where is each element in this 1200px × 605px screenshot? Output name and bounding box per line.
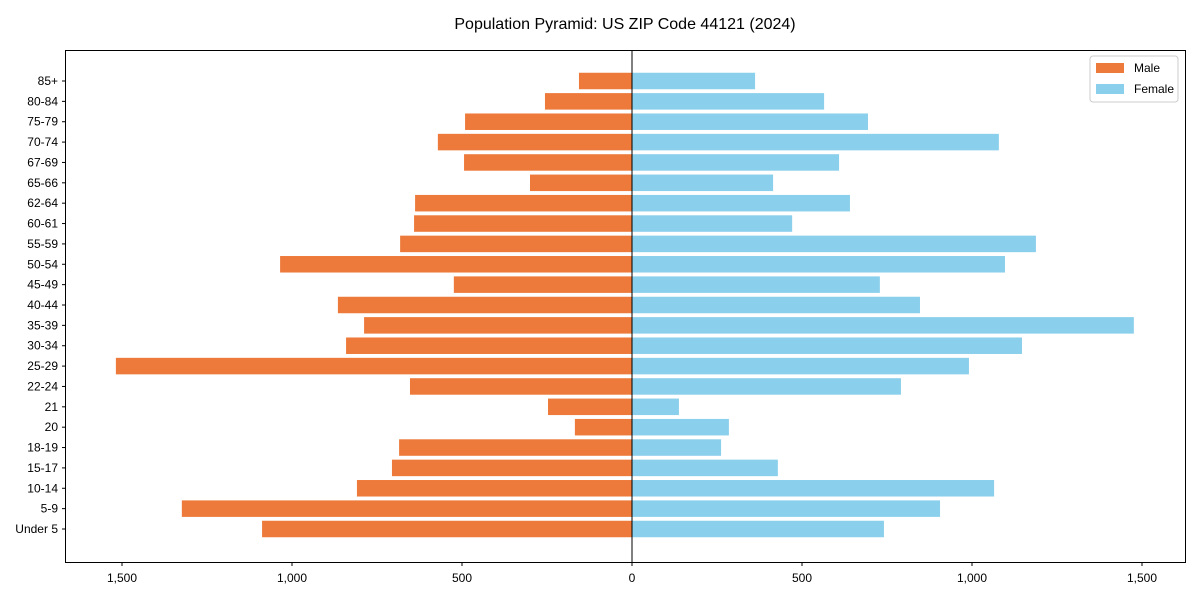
x-tick-label: 500 [452, 571, 472, 585]
bar-female-18-19 [632, 439, 722, 456]
bar-male-35-39 [364, 317, 632, 334]
legend-swatch-male [1096, 63, 1124, 73]
y-tick-label: 35-39 [27, 318, 58, 332]
y-tick-label: 40-44 [27, 298, 58, 312]
y-tick-label: 75-79 [27, 115, 58, 129]
bar-male-Under 5 [262, 520, 632, 538]
x-tick-label: 1,500 [1127, 571, 1157, 585]
bar-male-75-79 [465, 113, 632, 130]
y-tick-label: 21 [45, 400, 59, 414]
bar-male-50-54 [280, 256, 632, 273]
bar-female-80-84 [632, 93, 825, 110]
y-tick-label: 20 [45, 420, 59, 434]
y-tick-label: 10-14 [27, 481, 58, 495]
x-tick-label: 0 [629, 571, 636, 585]
y-tick-label: 65-66 [27, 176, 58, 190]
x-tick-label: 500 [792, 571, 812, 585]
bar-male-40-44 [337, 296, 632, 314]
y-tick-label: 45-49 [27, 278, 58, 292]
bar-male-55-59 [400, 235, 632, 253]
y-tick-label: Under 5 [15, 522, 58, 536]
y-tick-label: 5-9 [41, 502, 59, 516]
bar-female-65-66 [632, 174, 774, 192]
bar-male-20 [574, 418, 632, 436]
bar-male-62-64 [415, 194, 632, 212]
y-tick-label: 67-69 [27, 155, 58, 169]
bar-male-45-49 [453, 276, 632, 293]
y-tick-label: 55-59 [27, 237, 58, 251]
bar-female-25-29 [632, 357, 969, 375]
x-tick-label: 1,000 [277, 571, 307, 585]
bar-male-15-17 [391, 459, 632, 477]
bar-male-67-69 [464, 154, 632, 171]
x-tick-label: 1,500 [107, 571, 137, 585]
y-tick-label: 50-54 [27, 257, 58, 271]
bar-male-18-19 [399, 439, 632, 456]
bar-male-10-14 [356, 480, 632, 497]
bar-male-22-24 [409, 378, 632, 395]
bar-female-62-64 [632, 194, 850, 212]
y-tick-label: 15-17 [27, 461, 58, 475]
plot-frame [65, 50, 1186, 563]
y-tick-label: 30-34 [27, 339, 58, 353]
bar-male-5-9 [181, 500, 632, 517]
bar-female-45-49 [632, 276, 880, 293]
bar-female-55-59 [632, 235, 1036, 253]
bar-female-75-79 [632, 113, 868, 130]
y-tick-label: 62-64 [27, 196, 58, 210]
legend: Male Female [1089, 55, 1179, 103]
y-tick-label: 85+ [38, 74, 58, 88]
bar-male-25-29 [115, 357, 632, 375]
bar-female-30-34 [632, 337, 1022, 354]
y-tick-label: 70-74 [27, 135, 58, 149]
legend-label-male: Male [1134, 61, 1160, 75]
bar-female-Under 5 [632, 520, 884, 538]
legend-label-female: Female [1134, 82, 1174, 96]
bar-male-65-66 [530, 174, 632, 192]
bar-female-10-14 [632, 480, 995, 497]
bar-female-35-39 [632, 317, 1134, 334]
y-tick-label: 80-84 [27, 94, 58, 108]
y-tick-label: 18-19 [27, 441, 58, 455]
bar-female-85+ [632, 72, 756, 90]
chart-title: Population Pyramid: US ZIP Code 44121 (2… [454, 16, 795, 33]
bar-male-85+ [578, 72, 632, 90]
bar-female-15-17 [632, 459, 778, 477]
legend-swatch-female [1096, 84, 1124, 94]
bar-male-30-34 [346, 337, 632, 354]
bar-female-60-61 [632, 215, 793, 232]
y-tick-label: 25-29 [27, 359, 58, 373]
x-tick-label: 1,000 [957, 571, 987, 585]
bar-female-50-54 [632, 256, 1005, 273]
bar-male-70-74 [437, 133, 632, 151]
y-tick-label: 22-24 [27, 379, 58, 393]
bar-female-67-69 [632, 154, 840, 171]
bar-female-22-24 [632, 378, 901, 395]
bar-female-21 [632, 398, 679, 416]
y-tick-label: 60-61 [27, 217, 58, 231]
bar-female-70-74 [632, 133, 999, 151]
bar-female-40-44 [632, 296, 920, 314]
bar-female-5-9 [632, 500, 941, 517]
bar-male-80-84 [544, 93, 632, 110]
bar-female-20 [632, 418, 729, 436]
bar-male-60-61 [414, 215, 632, 232]
bar-male-21 [548, 398, 632, 416]
